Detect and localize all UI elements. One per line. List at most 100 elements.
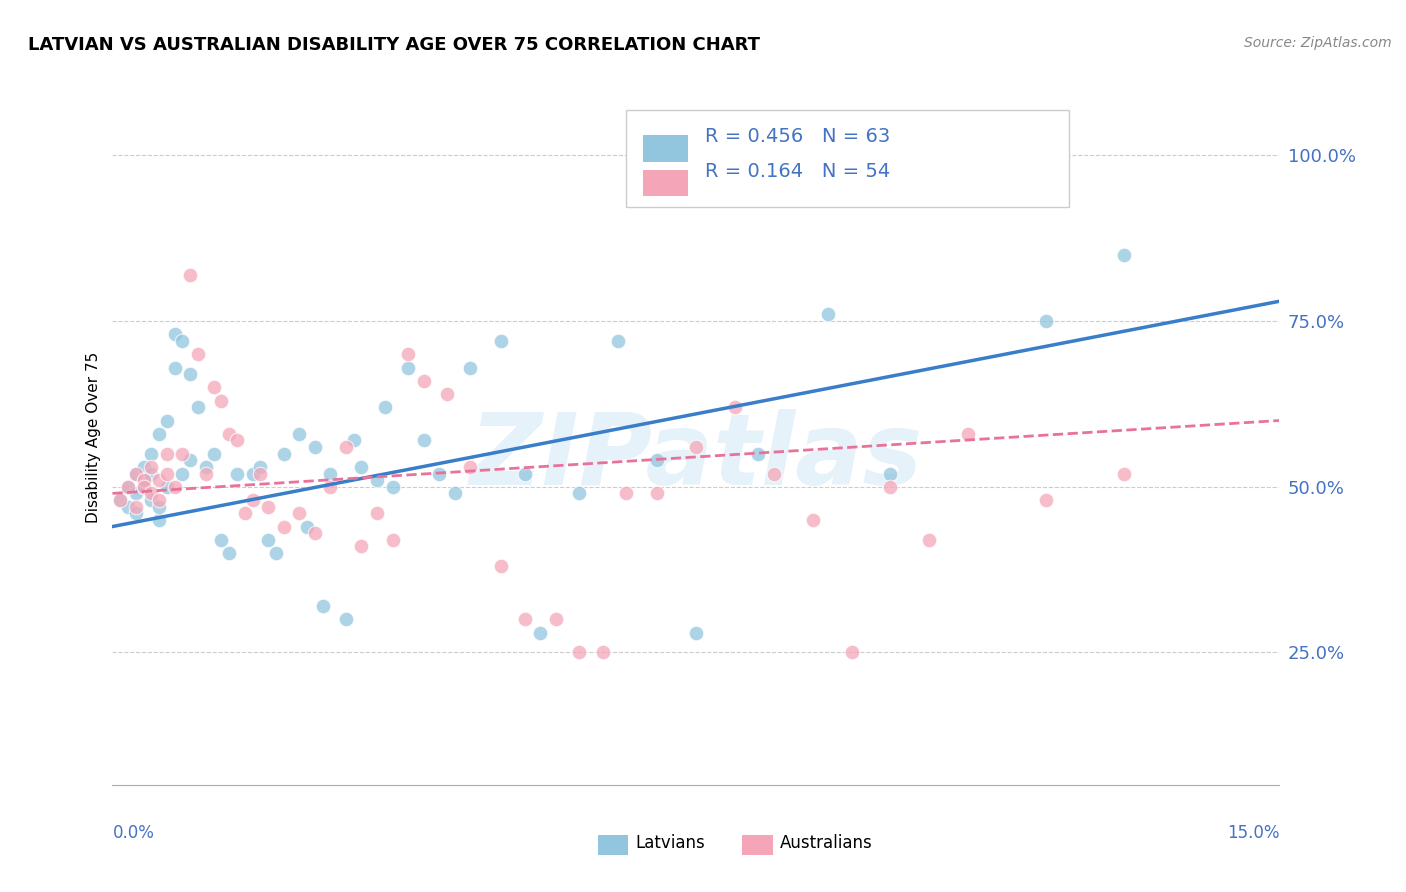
Point xyxy=(125,467,148,481)
Point xyxy=(187,347,209,361)
Point xyxy=(304,526,326,541)
Point xyxy=(141,486,163,500)
Point xyxy=(132,473,155,487)
Point xyxy=(172,447,194,461)
Point xyxy=(125,467,148,481)
Point xyxy=(132,459,155,474)
FancyBboxPatch shape xyxy=(644,135,688,161)
Point xyxy=(209,533,232,547)
Point xyxy=(226,434,249,448)
Point xyxy=(172,467,194,481)
Point xyxy=(335,440,357,454)
Point xyxy=(592,645,614,659)
Point xyxy=(460,459,482,474)
Point xyxy=(148,493,170,508)
Point xyxy=(163,327,186,342)
Point xyxy=(529,625,551,640)
Point xyxy=(685,440,707,454)
Point xyxy=(148,473,170,487)
Point xyxy=(226,467,249,481)
Point xyxy=(396,347,419,361)
Point xyxy=(685,625,707,640)
Point xyxy=(125,500,148,514)
Point xyxy=(412,434,434,448)
Point xyxy=(209,393,232,408)
Point xyxy=(187,401,209,415)
Point xyxy=(194,467,217,481)
Point xyxy=(335,612,357,626)
Point xyxy=(110,493,132,508)
Point xyxy=(273,519,295,533)
Point xyxy=(117,500,139,514)
Point xyxy=(273,447,295,461)
Point xyxy=(801,513,824,527)
Point xyxy=(295,519,318,533)
Point xyxy=(257,500,280,514)
Point xyxy=(513,612,536,626)
Point xyxy=(491,559,513,574)
Point xyxy=(249,467,271,481)
Point xyxy=(1035,314,1057,328)
Point xyxy=(141,467,163,481)
Point xyxy=(163,360,186,375)
Point xyxy=(148,500,170,514)
Point xyxy=(148,513,170,527)
Point xyxy=(218,426,240,441)
Point xyxy=(172,334,194,348)
Point xyxy=(264,546,287,560)
Point xyxy=(1112,248,1135,262)
Text: ZIPatlas: ZIPatlas xyxy=(470,409,922,507)
Point xyxy=(319,467,342,481)
FancyBboxPatch shape xyxy=(626,110,1070,208)
Point xyxy=(179,268,201,282)
Point xyxy=(427,467,450,481)
Text: R = 0.456   N = 63: R = 0.456 N = 63 xyxy=(706,127,890,146)
FancyBboxPatch shape xyxy=(644,169,688,196)
Point xyxy=(179,367,201,381)
Point xyxy=(110,493,132,508)
Point xyxy=(645,486,668,500)
Point xyxy=(125,506,148,520)
Point xyxy=(179,453,201,467)
Point xyxy=(163,480,186,494)
Point xyxy=(141,493,163,508)
Point xyxy=(544,612,567,626)
Point xyxy=(513,467,536,481)
Point xyxy=(117,480,139,494)
Text: Latvians: Latvians xyxy=(636,834,706,852)
Point xyxy=(202,380,225,394)
Point xyxy=(817,308,839,322)
Point xyxy=(366,473,388,487)
Point xyxy=(614,486,637,500)
Point xyxy=(436,387,458,401)
Point xyxy=(125,486,148,500)
Point xyxy=(156,413,179,427)
Text: 0.0%: 0.0% xyxy=(112,824,155,842)
Point xyxy=(443,486,465,500)
Text: 15.0%: 15.0% xyxy=(1227,824,1279,842)
Point xyxy=(132,480,155,494)
Point xyxy=(156,480,179,494)
Text: Source: ZipAtlas.com: Source: ZipAtlas.com xyxy=(1244,36,1392,50)
Point xyxy=(568,486,591,500)
Point xyxy=(242,467,264,481)
Point xyxy=(491,334,513,348)
Point xyxy=(879,467,901,481)
Point xyxy=(879,480,901,494)
Point xyxy=(202,447,225,461)
Point xyxy=(460,360,482,375)
Point xyxy=(304,440,326,454)
Point xyxy=(148,426,170,441)
Text: R = 0.164   N = 54: R = 0.164 N = 54 xyxy=(706,161,890,181)
Point xyxy=(957,426,980,441)
Point xyxy=(412,374,434,388)
Point xyxy=(132,473,155,487)
Point xyxy=(724,401,747,415)
Point xyxy=(396,360,419,375)
Y-axis label: Disability Age Over 75: Disability Age Over 75 xyxy=(86,351,101,523)
Point xyxy=(381,480,404,494)
Point xyxy=(288,506,311,520)
Point xyxy=(218,546,240,560)
Point xyxy=(132,480,155,494)
Point xyxy=(381,533,404,547)
